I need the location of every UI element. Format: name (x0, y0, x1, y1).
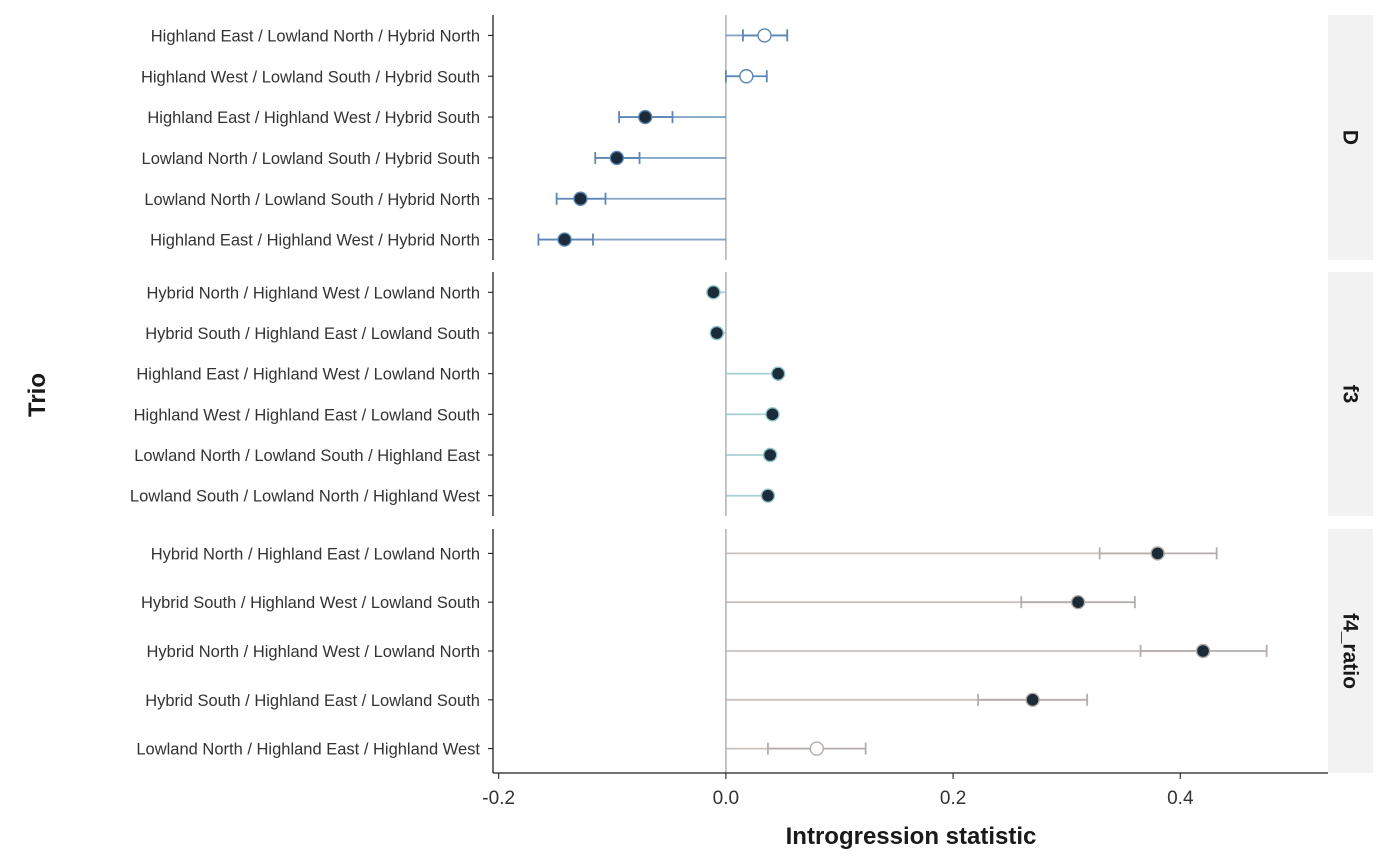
facet-strip-label: f3 (1339, 385, 1362, 404)
y-tick-label: Highland West / Lowland South / Hybrid S… (141, 68, 480, 86)
estimate-point (638, 109, 653, 125)
estimate-point (709, 325, 725, 341)
estimate-point (770, 366, 786, 381)
x-axis: -0.2 0.0 0.2 0.4 (482, 772, 1328, 809)
x-tick-label: 0.0 (713, 788, 739, 809)
estimate-point (762, 447, 778, 463)
panels-layer: D Highland East / Lowland North / Hybrid … (130, 15, 1373, 773)
estimate-point-open (757, 28, 772, 43)
estimate-point-open (809, 741, 824, 756)
y-tick-label: Lowland North / Lowland South / Highland… (134, 447, 480, 465)
y-tick-label: Highland West / Highland East / Lowland … (134, 406, 480, 424)
y-tick-label: Hybrid South / Highland East / Lowland S… (145, 692, 480, 710)
estimate-point (760, 488, 776, 503)
facet-strip-label: D (1339, 130, 1362, 145)
y-tick-label: Hybrid North / Highland East / Lowland N… (151, 545, 480, 563)
y-tick-label: Highland East / Highland West / Hybrid N… (150, 232, 480, 250)
estimate-point (765, 407, 780, 422)
y-tick-label: Lowland North / Highland East / Highland… (136, 741, 480, 759)
estimate-point (1195, 643, 1211, 659)
estimate-point (1150, 546, 1165, 561)
estimate-point (609, 150, 625, 166)
estimate-point (1070, 595, 1086, 610)
x-tick-label: 0.2 (940, 788, 966, 809)
y-tick-label: Hybrid North / Highland West / Lowland N… (146, 284, 480, 302)
estimate-point-open (739, 69, 754, 84)
facet-panel-f4_ratio: f4_ratio Hybrid North / Highland East / L… (136, 529, 1373, 773)
y-tick-label: Lowland North / Lowland South / Hybrid S… (142, 150, 480, 168)
x-tick-label: 0.4 (1167, 788, 1194, 809)
estimate-point (573, 191, 588, 206)
facet-panel-D: D Highland East / Lowland North / Hybrid … (141, 15, 1373, 260)
y-tick-label: Hybrid South / Highland East / Lowland S… (145, 325, 480, 343)
y-tick-label: Highland East / Highland West / Hybrid S… (147, 109, 480, 127)
x-axis-title: Introgression statistic (786, 823, 1037, 850)
y-tick-label: Highland East / Lowland North / Hybrid N… (151, 27, 480, 45)
y-tick-label: Lowland North / Lowland South / Hybrid N… (144, 191, 480, 209)
estimate-point (1025, 692, 1040, 707)
facet-strip-label: f4_ratio (1339, 613, 1362, 689)
facet-strip (1328, 529, 1373, 773)
estimate-point (557, 232, 572, 247)
y-tick-label: Hybrid South / Highland West / Lowland S… (141, 594, 480, 612)
facet-panel-f3: f3 Hybrid North / Highland West / Lowland… (130, 272, 1373, 516)
facet-strip (1328, 15, 1373, 260)
estimate-point (706, 285, 721, 300)
y-tick-label: Lowland South / Lowland North / Highland… (130, 488, 480, 506)
y-tick-label: Hybrid North / Highland West / Lowland N… (146, 643, 480, 661)
x-tick-label: -0.2 (482, 788, 515, 809)
y-axis-title: Trio (24, 373, 51, 417)
y-tick-label: Highland East / Highland West / Lowland … (136, 366, 480, 384)
facet-strip (1328, 272, 1373, 516)
